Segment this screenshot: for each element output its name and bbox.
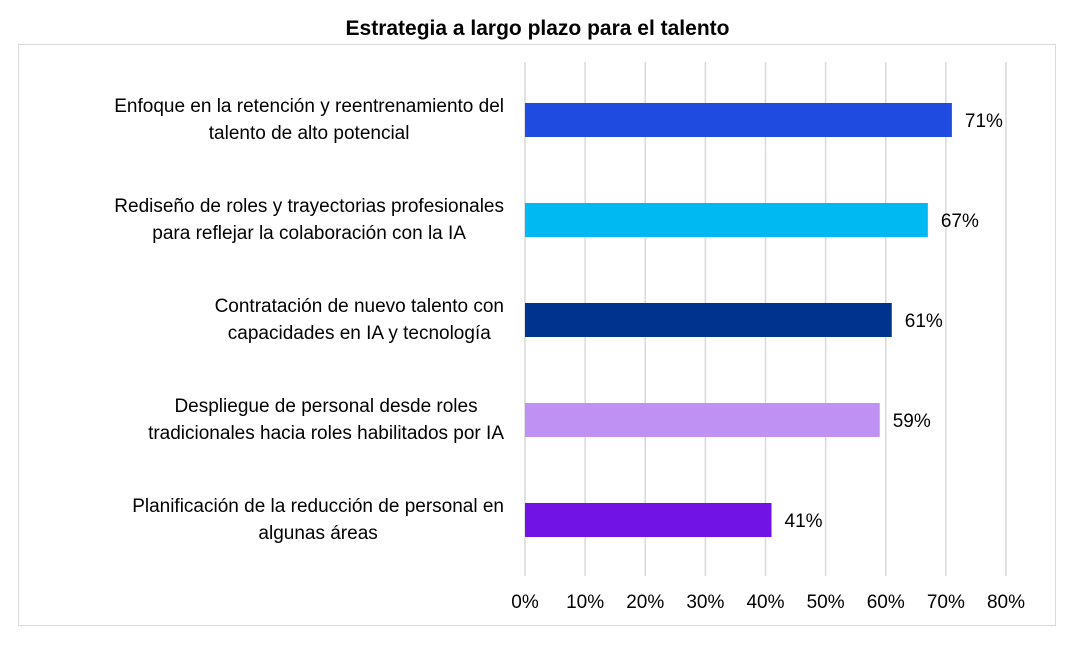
data-label: 67% (941, 211, 979, 232)
category-label-line: capacidades en IA y tecnología (227, 323, 491, 344)
x-tick-label: 40% (746, 592, 784, 613)
category-label: Planificación de la reducción de persona… (132, 493, 504, 547)
category-label-line: Enfoque en la retención y reentrenamient… (114, 96, 504, 117)
category-label-line: Despliegue de personal desde roles (174, 396, 478, 417)
x-tick-label: 80% (987, 592, 1025, 613)
data-label: 61% (905, 311, 943, 332)
category-label: Rediseño de roles y trayectorias profesi… (114, 193, 504, 247)
category-label-line: talento de alto potencial (208, 123, 410, 144)
x-tick-label: 70% (927, 592, 965, 613)
data-label: 41% (785, 511, 823, 532)
x-tick-label: 50% (807, 592, 845, 613)
bar (525, 203, 928, 237)
category-label: Despliegue de personal desde roles tradic… (148, 393, 504, 447)
data-label: 71% (965, 111, 1003, 132)
chart-title: Estrategia a largo plazo para el talento (345, 17, 730, 40)
category-label: Contratación de nuevo talento con capacid… (215, 293, 504, 347)
x-tick-label: 60% (867, 592, 905, 613)
bar (525, 403, 880, 437)
bar (525, 503, 772, 537)
x-tick-label: 20% (626, 592, 664, 613)
x-tick-label: 10% (566, 592, 604, 613)
x-tick-label: 0% (511, 592, 539, 613)
bar (525, 103, 952, 137)
chart-frame (18, 44, 1056, 626)
category-label-line: Contratación de nuevo talento con (214, 296, 504, 317)
category-label-line: tradicionales hacia roles habilitados po… (148, 423, 504, 444)
x-tick-label: 30% (686, 592, 724, 613)
category-label-line: algunas áreas (258, 523, 378, 544)
category-label-line: Rediseño de roles y trayectorias profesi… (114, 196, 504, 217)
data-label: 59% (893, 411, 931, 432)
bar (525, 303, 892, 337)
category-label-line: para reflejar la colaboración con la IA (152, 223, 466, 244)
category-label: Enfoque en la retención y reentrenamient… (114, 93, 504, 147)
category-label-line: Planificación de la reducción de persona… (132, 496, 504, 517)
